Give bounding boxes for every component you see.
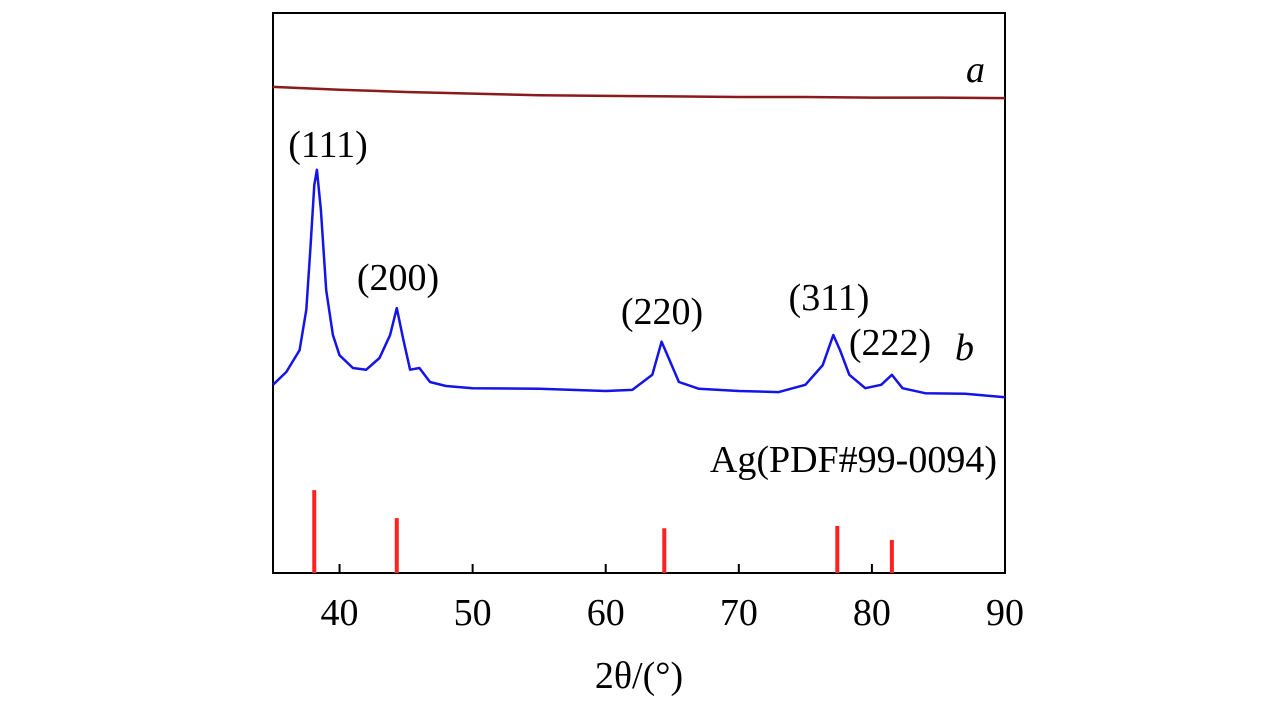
series-label: a	[966, 49, 985, 91]
series-label: Ag(PDF#99-0094)	[710, 439, 997, 481]
series-label: b	[955, 327, 974, 369]
x-tick-label: 80	[853, 592, 891, 634]
series-line	[272, 85, 1006, 100]
plot-frame	[272, 12, 1006, 574]
peak-annotation: (222)	[849, 322, 931, 364]
series-line	[272, 168, 1006, 399]
x-tick-label: 90	[986, 592, 1024, 634]
peak-annotation: (220)	[621, 291, 703, 333]
x-tick-label: 50	[454, 592, 492, 634]
peak-annotation: (200)	[357, 257, 439, 299]
x-tick-label: 70	[720, 592, 758, 634]
x-tick-label: 40	[321, 592, 359, 634]
x-tick-label: 60	[587, 592, 625, 634]
peak-annotation: (311)	[789, 277, 870, 319]
x-axis-label: 2θ/(°)	[595, 655, 683, 697]
peak-annotation: (111)	[288, 124, 368, 166]
